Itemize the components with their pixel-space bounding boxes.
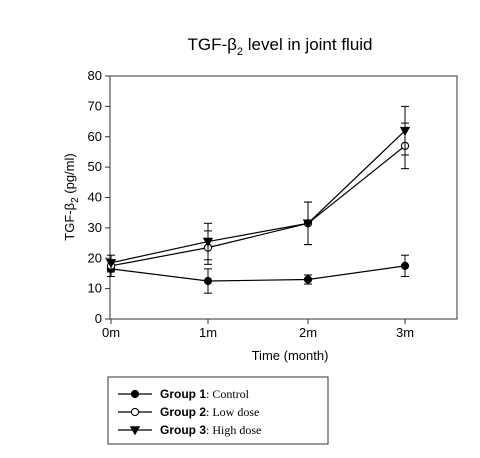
x-axis-label: Time (month) — [252, 348, 329, 363]
series-line — [110, 130, 406, 264]
data-point — [400, 261, 410, 270]
y-tick-label: 70 — [88, 98, 102, 113]
legend-label: Group 1: Control — [160, 387, 250, 401]
x-tick-label: 0m — [102, 325, 120, 340]
legend-marker — [130, 389, 140, 399]
y-tick-label: 0 — [95, 311, 102, 326]
series-2 — [106, 122, 410, 273]
legend-item: Group 1: Control — [118, 387, 250, 401]
series-line — [110, 265, 406, 282]
legend-label: Group 2: Low dose — [160, 405, 259, 419]
legend-item: Group 3: High dose — [118, 423, 261, 437]
series-line — [110, 145, 406, 267]
y-tick-label: 40 — [88, 190, 102, 205]
legend-marker — [130, 407, 140, 417]
y-tick-label: 50 — [88, 159, 102, 174]
legend-box — [107, 376, 329, 445]
y-tick-label: 60 — [88, 129, 102, 144]
legend: Group 1: Control Group 2: Low dose Group 3… — [107, 376, 329, 445]
legend-label: Group 3: High dose — [160, 423, 261, 437]
data-point — [303, 275, 313, 284]
legend-item: Group 2: Low dose — [118, 405, 259, 419]
x-tick-label: 3m — [396, 325, 414, 340]
series-1 — [106, 254, 410, 294]
y-tick-label: 10 — [88, 281, 102, 296]
x-axis: 0m 1m 2m 3m — [102, 319, 414, 340]
series-layer — [105, 105, 411, 294]
data-point — [302, 219, 314, 229]
y-axis: 0 10 20 30 40 50 60 70 80 — [88, 68, 110, 326]
legend-marker — [129, 426, 141, 436]
chart-title: TGF-β2 level in joint fluid — [187, 35, 372, 58]
data-point — [202, 237, 214, 247]
y-axis-label: TGF-β2 (pg/ml) — [62, 153, 81, 240]
y-tick-label: 80 — [88, 68, 102, 83]
y-tick-label: 30 — [88, 220, 102, 235]
x-tick-label: 2m — [299, 325, 317, 340]
y-tick-label: 20 — [88, 250, 102, 265]
data-point — [203, 276, 213, 286]
x-tick-label: 1m — [199, 325, 217, 340]
series-3 — [105, 105, 411, 271]
data-point — [399, 126, 411, 136]
data-point — [105, 259, 117, 269]
